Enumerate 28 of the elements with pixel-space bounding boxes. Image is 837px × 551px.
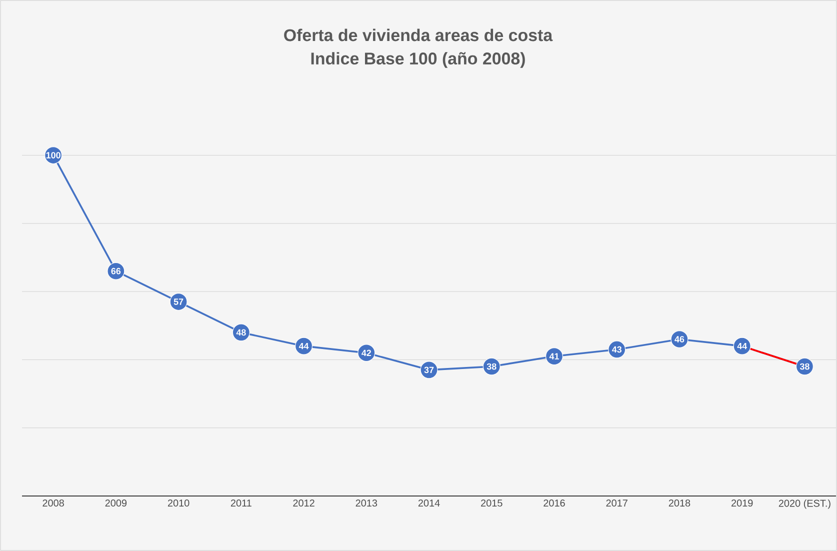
x-tick-label: 2018 <box>668 500 690 507</box>
data-label: 66 <box>111 268 121 274</box>
data-label: 44 <box>737 342 748 350</box>
data-label: 42 <box>362 350 372 356</box>
x-tick-label: 2014 <box>418 500 440 507</box>
data-label: 57 <box>174 298 184 305</box>
data-label: 48 <box>236 329 246 336</box>
x-tick-label: 2008 <box>42 500 64 507</box>
data-label: 44 <box>298 342 309 350</box>
chart-subtitle: Indice Base 100 (año 2008) <box>311 52 525 68</box>
x-tick-label: 2010 <box>168 500 190 507</box>
x-tick-label: 2009 <box>105 500 127 507</box>
data-label: 38 <box>486 363 496 370</box>
data-label: 100 <box>46 152 60 158</box>
x-tick-label: 2012 <box>293 500 314 507</box>
x-tick-label: 2013 <box>356 500 378 507</box>
x-tick-label: 2011 <box>230 500 252 507</box>
x-tick-label: 2016 <box>544 500 565 507</box>
chart-title: Oferta de vivienda areas de costa <box>284 28 553 42</box>
x-tick-label: 2020 (EST.) <box>778 500 830 509</box>
data-label: 43 <box>612 346 622 353</box>
data-label: 46 <box>674 336 684 342</box>
x-tick-label: 2015 <box>481 500 502 507</box>
x-tick-label: 2017 <box>606 500 628 507</box>
data-label: 38 <box>800 363 810 370</box>
data-label: 41 <box>549 353 559 360</box>
data-label: 37 <box>424 366 434 374</box>
x-tick-label: 2019 <box>732 500 753 507</box>
